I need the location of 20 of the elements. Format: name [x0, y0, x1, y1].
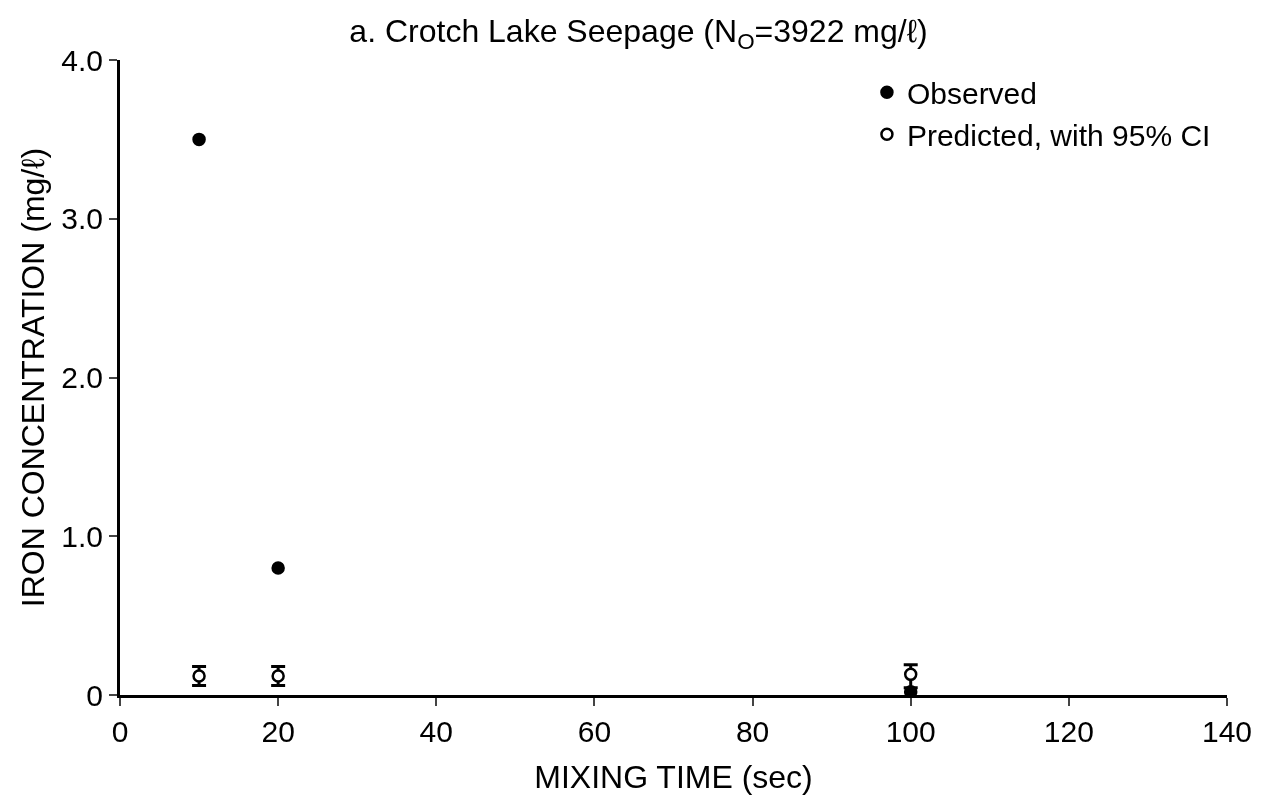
y-tick-label: 4.0 [61, 43, 103, 77]
x-tick-label: 80 [735, 715, 770, 748]
point [271, 561, 285, 575]
y-axis-title: IRON CONCENTRATION (mg/ℓ) [15, 147, 51, 608]
legend-label: Predicted, with 95% CI [906, 119, 1211, 153]
y-tick-label: 0 [86, 678, 103, 712]
x-tick-label: 0 [111, 715, 129, 748]
point [192, 132, 206, 147]
y-tick-label: 1.0 [61, 519, 103, 553]
x-tick-label: 100 [885, 715, 936, 748]
y-tick-label: 2.0 [61, 361, 103, 394]
x-tick-label: 40 [419, 715, 453, 748]
chart-title: a. Crotch Lake Seepage (N$_{O}$=3922 mg/ℓ) [349, 13, 928, 54]
x-tick-label: 60 [577, 715, 612, 748]
x-tick-label: 20 [261, 715, 295, 748]
y-tick-label: 3.0 [61, 202, 103, 236]
x-tick-label: 140 [1201, 715, 1253, 748]
x-axis-title: MIXING TIME (sec) [534, 759, 813, 795]
legend-label: Observed [906, 77, 1038, 111]
x-tick-label: 120 [1043, 715, 1094, 748]
